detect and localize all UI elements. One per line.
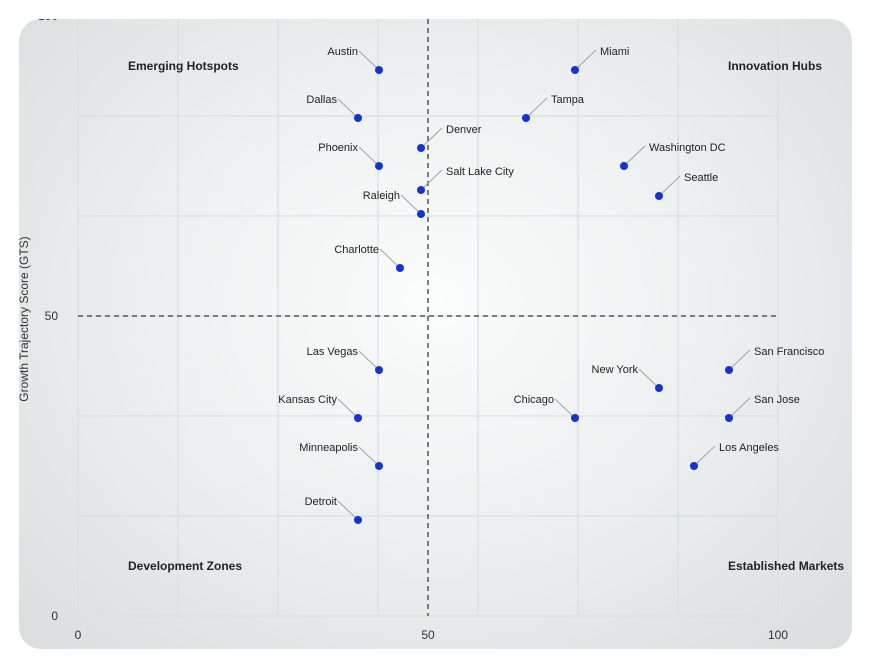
data-points: Austin Miami Dallas Tampa Denver Phoenix Washi… [278,46,824,524]
leader-line [525,97,548,119]
data-point[interactable] [655,384,663,392]
data-point[interactable] [396,264,404,272]
data-point-group: Chicago [514,394,579,422]
data-point-group: Salt Lake City [417,166,514,194]
quadrant-label-bottom-right: Established Markets [728,559,844,573]
data-point-group: San Francisco [725,346,824,374]
leader-line [337,398,359,419]
point-label: Phoenix [318,142,358,154]
data-point-group: Miami [571,46,629,74]
data-point-group: Denver [417,124,482,152]
data-point-group: Kansas City [278,394,362,422]
data-point-group: Dallas [306,94,362,122]
point-label: Denver [446,124,482,136]
data-point[interactable] [571,66,579,74]
leader-line [623,145,646,167]
axis-ticks: 0 50 100 0 50 100 [38,19,788,642]
leader-line [337,500,359,521]
point-label: Las Vegas [307,346,359,358]
leader-line [554,398,576,419]
leader-line [358,446,380,467]
point-label: Tampa [551,94,585,106]
data-point-group: Raleigh [363,190,425,218]
point-label: San Francisco [754,346,824,358]
data-point[interactable] [571,414,579,422]
data-point[interactable] [354,114,362,122]
leader-line [658,175,681,197]
point-label: Los Angeles [719,442,779,454]
data-point[interactable] [690,462,698,470]
data-point[interactable] [655,192,663,200]
quadrant-dividers [78,19,778,616]
leader-line [420,169,443,191]
point-label: Washington DC [649,142,726,154]
point-label: New York [592,364,639,376]
point-label: Salt Lake City [446,166,514,178]
scatter-chart: 0 50 100 0 50 100 Growth Trajectory Score (GT… [19,19,844,642]
data-point-group: Washington DC [620,142,726,170]
data-point-group: New York [592,364,663,392]
data-point-group: San Jose [725,394,800,422]
point-label: Dallas [306,94,337,106]
chart-card: 0 50 100 0 50 100 Growth Trajectory Score (GT… [19,19,852,649]
data-point-group: Charlotte [334,244,404,272]
point-label: Detroit [305,496,337,508]
data-point[interactable] [522,114,530,122]
point-label: Minneapolis [299,442,358,454]
data-point-group: Detroit [305,496,362,524]
point-label: Kansas City [278,394,337,406]
quadrant-label-bottom-left: Development Zones [128,559,242,573]
leader-line [420,127,443,149]
point-label: Seattle [684,172,718,184]
data-point-group: Austin [327,46,383,74]
point-label: Austin [327,46,358,58]
data-point[interactable] [417,144,425,152]
point-label: Charlotte [334,244,379,256]
leader-line [358,350,380,371]
data-point[interactable] [725,366,733,374]
data-point[interactable] [375,462,383,470]
y-tick-label: 0 [51,609,58,623]
data-point-group: Los Angeles [690,442,779,470]
point-label: Miami [600,46,629,58]
leader-line [728,349,751,371]
x-tick-label: 100 [768,628,788,642]
data-point[interactable] [375,366,383,374]
leader-line [728,397,751,419]
data-point[interactable] [620,162,628,170]
data-point-group: Minneapolis [299,442,383,470]
data-point[interactable] [354,414,362,422]
x-tick-label: 0 [75,628,82,642]
quadrant-label-top-right: Innovation Hubs [728,59,822,73]
x-tick-label: 50 [421,628,435,642]
data-point-group: Phoenix [318,142,383,170]
point-label: San Jose [754,394,800,406]
data-point[interactable] [417,186,425,194]
point-label: Chicago [514,394,554,406]
data-point[interactable] [354,516,362,524]
leader-line [638,368,660,389]
data-point[interactable] [725,414,733,422]
leader-line [337,98,359,119]
leader-line [693,445,716,467]
y-tick-label: 50 [45,309,59,323]
leader-line [379,248,401,269]
leader-line [574,49,597,71]
data-point-group: Seattle [655,172,718,200]
y-axis-label: Growth Trajectory Score (GTS) [19,236,31,401]
leader-line [358,50,380,71]
quadrant-label-top-left: Emerging Hotspots [128,59,239,73]
data-point-group: Tampa [522,94,585,122]
point-label: Raleigh [363,190,400,202]
data-point[interactable] [375,162,383,170]
data-point-group: Las Vegas [307,346,383,374]
y-tick-label: 100 [38,19,58,23]
leader-line [358,146,380,167]
leader-line [400,194,422,215]
data-point[interactable] [375,66,383,74]
data-point[interactable] [417,210,425,218]
